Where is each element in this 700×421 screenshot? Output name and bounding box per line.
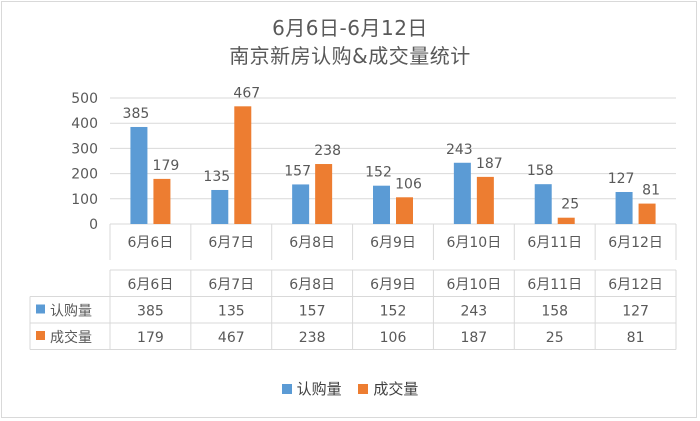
y-tick-label: 200 (71, 167, 98, 183)
category-label: 6月6日 (128, 235, 174, 251)
table-row-label: 认购量 (50, 304, 92, 320)
table-value-cell: 243 (460, 304, 487, 320)
legend-item-series2: 成交量 (358, 378, 418, 399)
category-label: 6月8日 (289, 235, 335, 251)
table-value-cell: 127 (622, 304, 649, 320)
data-label-2: 106 (395, 176, 422, 192)
bar-1 (534, 184, 552, 224)
bar-1 (211, 189, 229, 224)
table-value-cell: 152 (380, 304, 407, 320)
chart-legend: 认购量 成交量 (0, 378, 700, 399)
table-value-cell: 106 (380, 330, 407, 346)
bar-2 (476, 176, 494, 224)
data-label-1: 158 (527, 163, 554, 179)
data-label-1: 243 (446, 142, 473, 158)
data-label-1: 135 (203, 169, 230, 185)
bar-2 (234, 106, 252, 224)
category-label: 6月9日 (370, 235, 416, 251)
table-row-label: 成交量 (50, 329, 92, 346)
legend-item-series1: 认购量 (281, 378, 342, 399)
legend-swatch-series2 (358, 384, 369, 394)
data-label-2: 187 (476, 156, 503, 172)
legend-swatch-series1 (281, 384, 292, 394)
data-label-1: 157 (284, 163, 311, 179)
data-label-1: 385 (123, 106, 150, 122)
legend-label-series1: 认购量 (296, 380, 342, 398)
bar-2 (153, 178, 171, 224)
table-value-cell: 157 (299, 304, 326, 320)
data-label-2: 238 (314, 143, 341, 159)
data-label-1: 152 (365, 165, 392, 181)
data-label-2: 25 (561, 197, 579, 213)
table-value-cell: 81 (627, 330, 645, 346)
table-value-cell: 187 (460, 330, 487, 346)
table-header-cell: 6月7日 (208, 277, 254, 293)
chart-title-line1: 6月6日-6月12日 (272, 16, 428, 40)
bar-2 (315, 164, 333, 224)
table-legend-key-1 (36, 304, 45, 314)
bar-2 (557, 217, 575, 224)
bar-1 (615, 191, 633, 224)
table-header-cell: 6月8日 (289, 277, 335, 293)
bar-2 (396, 197, 413, 224)
table-value-cell: 135 (218, 304, 245, 320)
data-label-2: 81 (642, 183, 660, 199)
y-tick-label: 400 (71, 116, 98, 132)
y-tick-label: 100 (71, 192, 98, 208)
bar-1 (453, 162, 471, 224)
category-label: 6月12日 (608, 235, 663, 251)
bar-2 (638, 203, 656, 224)
chart-title-line2: 南京新房认购&成交量统计 (229, 44, 471, 68)
y-tick-label: 0 (89, 217, 98, 233)
table-value-cell: 385 (137, 304, 164, 320)
table-value-cell: 25 (546, 330, 564, 346)
bar-1 (292, 184, 310, 224)
category-label: 6月10日 (446, 235, 501, 251)
table-value-cell: 238 (299, 330, 326, 346)
category-label: 6月7日 (208, 235, 254, 251)
table-header-cell: 6月9日 (370, 277, 416, 293)
y-tick-label: 300 (71, 141, 98, 157)
data-label-1: 127 (608, 171, 635, 187)
y-tick-label: 500 (71, 91, 98, 107)
bar-1 (130, 126, 148, 224)
table-value-cell: 179 (137, 330, 164, 346)
category-label: 6月11日 (527, 235, 582, 251)
table-header-cell: 6月12日 (608, 277, 663, 293)
table-value-cell: 467 (218, 330, 245, 346)
bar-1 (373, 185, 390, 224)
table-legend-key-2 (36, 331, 45, 340)
legend-label-series2: 成交量 (373, 380, 419, 398)
data-label-2: 179 (153, 158, 180, 174)
table-value-cell: 158 (541, 304, 568, 320)
table-header-cell: 6月11日 (527, 277, 582, 293)
table-header-cell: 6月6日 (128, 277, 174, 293)
data-label-2: 467 (233, 85, 260, 101)
table-header-cell: 6月10日 (446, 277, 501, 293)
